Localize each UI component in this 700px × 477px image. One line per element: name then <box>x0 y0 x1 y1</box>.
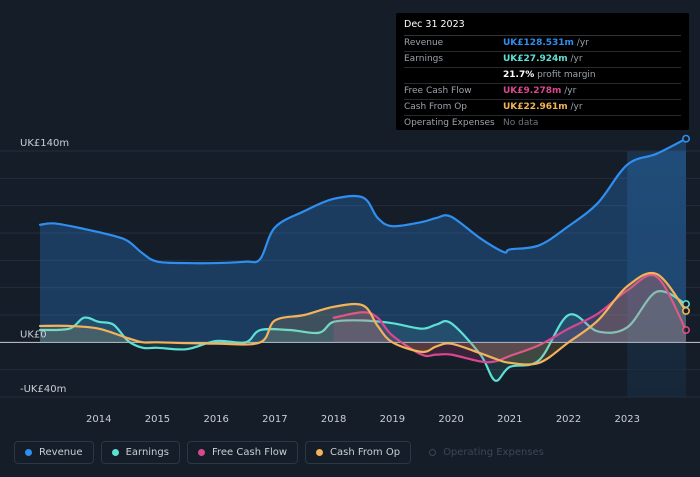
tooltip-value: UK£27.924m <box>503 54 568 64</box>
x-tick-label: 2023 <box>615 414 640 425</box>
x-tick-label: 2020 <box>438 414 463 425</box>
tooltip-row-free-cash-flow: Free Cash Flow UK£9.278m /yr <box>404 84 681 100</box>
tooltip-label: Operating Expenses <box>404 118 495 128</box>
tooltip-unit: /yr <box>573 38 589 48</box>
tooltip-unit: /yr <box>567 54 583 64</box>
y-tick-label: UK£0 <box>20 329 47 340</box>
legend-label: Cash From Op <box>330 447 401 458</box>
tooltip-value: UK£9.278m <box>503 86 562 96</box>
earnings-dot-icon <box>111 449 119 456</box>
x-tick-label: 2016 <box>203 414 228 425</box>
tooltip-value: 21.7% <box>503 70 535 80</box>
free-cash-flow-area <box>333 275 686 363</box>
tooltip-row-operating-expenses: Operating Expenses No data <box>404 116 681 131</box>
x-tick-label: 2022 <box>556 414 581 425</box>
tooltip-row-earnings: Earnings UK£27.924m /yr <box>404 52 681 68</box>
grid-lines <box>0 150 700 398</box>
y-tick-label: -UK£40m <box>20 384 66 395</box>
cash-from-op-line <box>38 271 688 366</box>
x-tick-label: 2018 <box>321 414 346 425</box>
x-tick-label: 2015 <box>145 414 170 425</box>
tooltip-unit: /yr <box>561 86 577 96</box>
tooltip-row-revenue: Revenue UK£128.531m /yr <box>404 36 681 52</box>
axis-labels: UK£140m UK£0 -UK£40m 2014 2015 2016 2017 2018 20… <box>20 138 640 425</box>
tooltip-panel: Dec 31 2023 Revenue UK£128.531m /yr Earn… <box>396 13 689 130</box>
tooltip-row-profit-margin: 21.7% profit margin <box>404 68 681 84</box>
cash-from-op-area <box>40 272 686 365</box>
legend-free-cash-flow[interactable]: Free Cash Flow <box>186 441 299 464</box>
cash-from-op-dot-icon <box>316 449 324 456</box>
tooltip-label: Cash From Op <box>404 102 468 112</box>
revenue-dot-icon <box>25 449 32 456</box>
tooltip-label: Free Cash Flow <box>404 86 472 96</box>
free-cash-flow-dot-icon <box>197 449 205 456</box>
chart-legend: Revenue Earnings Free Cash Flow Cash Fro… <box>14 441 555 464</box>
tooltip-unit: /yr <box>567 102 583 112</box>
revenue-line <box>38 137 688 265</box>
legend-cash-from-op[interactable]: Cash From Op <box>305 441 412 464</box>
legend-label: Free Cash Flow <box>211 447 288 458</box>
tooltip-row-cash-from-op: Cash From Op UK£22.961m /yr <box>404 100 681 116</box>
series-layer <box>38 134 690 382</box>
y-tick-label: UK£140m <box>20 138 69 149</box>
tooltip-value: No data <box>503 118 539 128</box>
cash-from-op-end-point <box>681 306 690 315</box>
tooltip-value: UK£128.531m <box>503 38 574 48</box>
x-tick-label: 2014 <box>86 414 111 425</box>
legend-earnings[interactable]: Earnings <box>100 441 180 464</box>
legend-label: Operating Expenses <box>443 447 544 458</box>
earnings-area <box>40 291 686 381</box>
legend-operating-expenses[interactable]: Operating Expenses <box>418 441 555 464</box>
x-tick-label: 2021 <box>497 414 522 425</box>
legend-revenue[interactable]: Revenue <box>14 441 94 464</box>
revenue-area <box>40 138 686 343</box>
legend-label: Earnings <box>125 447 169 458</box>
tooltip-label: Revenue <box>404 38 444 48</box>
x-tick-label: 2017 <box>262 414 287 425</box>
legend-label: Revenue <box>39 447 83 458</box>
chart-area: UK£140m UK£0 -UK£40m 2014 2015 2016 2017 2018 20… <box>0 134 700 425</box>
tooltip-unit: profit margin <box>534 70 596 80</box>
free-cash-flow-end-point <box>681 326 690 335</box>
tooltip-date: Dec 31 2023 <box>404 19 681 36</box>
tooltip-label <box>404 68 503 83</box>
tooltip-label: Earnings <box>404 54 444 64</box>
operating-expenses-dot-icon <box>429 449 437 456</box>
x-tick-label: 2019 <box>380 414 405 425</box>
tooltip-value: UK£22.961m <box>503 102 568 112</box>
revenue-end-point <box>681 134 690 143</box>
